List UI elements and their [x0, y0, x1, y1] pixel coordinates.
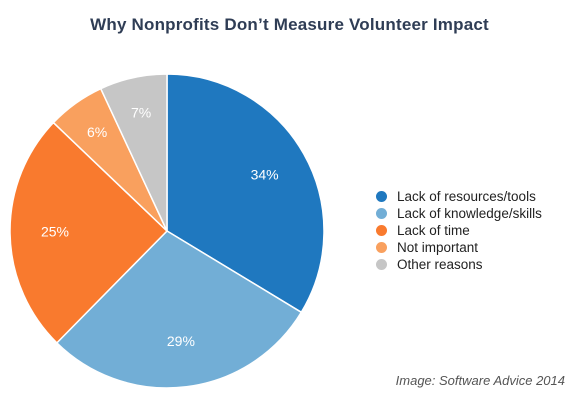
slice-label-lack-of-time: 25% [41, 223, 69, 239]
legend-swatch [376, 208, 387, 219]
legend-item: Lack of knowledge/skills [376, 205, 542, 222]
pie-slice-lack-of-time [9, 121, 169, 344]
legend-swatch [376, 259, 387, 270]
legend-item: Not important [376, 239, 542, 256]
legend-swatch [376, 242, 387, 253]
chart-title: Why Nonprofits Don’t Measure Volunteer I… [90, 15, 489, 34]
slice-label-not-important: 6% [87, 124, 107, 140]
slice-label-lack-of-resources-tools: 34% [251, 167, 279, 183]
legend-swatch [376, 191, 387, 202]
legend-swatch [376, 225, 387, 236]
legend-label: Lack of resources/tools [397, 189, 536, 204]
pie-slice-other-reasons [99, 73, 168, 232]
pie-slice-lack-of-knowledge-skills [55, 230, 303, 389]
legend-label: Not important [397, 240, 479, 255]
legend-label: Lack of time [397, 223, 470, 238]
legend-item: Other reasons [376, 256, 542, 273]
legend: Lack of resources/tools Lack of knowledge… [376, 188, 542, 273]
legend-item: Lack of time [376, 222, 542, 239]
legend-item: Lack of resources/tools [376, 188, 542, 205]
legend-label: Other reasons [397, 257, 483, 272]
image-credit: Image: Software Advice 2014 [395, 373, 565, 388]
slice-label-lack-of-knowledge-skills: 29% [167, 333, 195, 349]
slice-label-other-reasons: 7% [131, 105, 151, 121]
pie-slice-lack-of-resources-tools [166, 73, 325, 314]
legend-label: Lack of knowledge/skills [397, 206, 542, 221]
